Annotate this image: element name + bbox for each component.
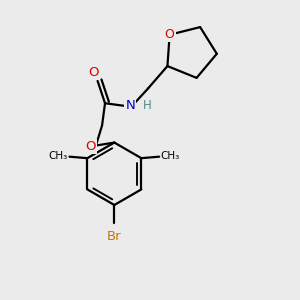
Text: H: H [143,99,152,112]
Text: CH₃: CH₃ [49,151,68,161]
Text: O: O [85,140,96,153]
Text: N: N [125,99,135,112]
Text: Br: Br [107,230,122,243]
Text: O: O [165,28,175,41]
Text: O: O [88,66,98,79]
Text: CH₃: CH₃ [161,151,180,161]
